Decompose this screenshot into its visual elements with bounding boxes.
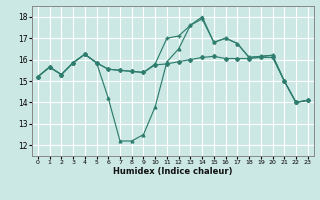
X-axis label: Humidex (Indice chaleur): Humidex (Indice chaleur) [113,167,233,176]
